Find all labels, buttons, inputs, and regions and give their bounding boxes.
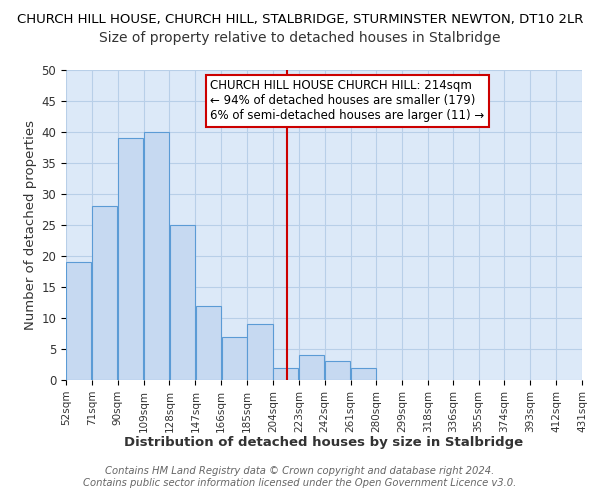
- Bar: [351, 368, 376, 380]
- X-axis label: Distribution of detached houses by size in Stalbridge: Distribution of detached houses by size …: [124, 436, 524, 449]
- Bar: [170, 225, 195, 380]
- Bar: [118, 138, 143, 380]
- Y-axis label: Number of detached properties: Number of detached properties: [24, 120, 37, 330]
- Bar: [325, 362, 350, 380]
- Bar: [299, 355, 324, 380]
- Bar: [221, 336, 247, 380]
- Bar: [67, 262, 91, 380]
- Text: CHURCH HILL HOUSE, CHURCH HILL, STALBRIDGE, STURMINSTER NEWTON, DT10 2LR: CHURCH HILL HOUSE, CHURCH HILL, STALBRID…: [17, 12, 583, 26]
- Text: Contains HM Land Registry data © Crown copyright and database right 2024.
Contai: Contains HM Land Registry data © Crown c…: [83, 466, 517, 487]
- Text: Size of property relative to detached houses in Stalbridge: Size of property relative to detached ho…: [99, 31, 501, 45]
- Bar: [92, 206, 118, 380]
- Bar: [196, 306, 221, 380]
- Text: CHURCH HILL HOUSE CHURCH HILL: 214sqm
← 94% of detached houses are smaller (179): CHURCH HILL HOUSE CHURCH HILL: 214sqm ← …: [211, 80, 485, 122]
- Bar: [274, 368, 298, 380]
- Bar: [144, 132, 169, 380]
- Bar: [247, 324, 272, 380]
